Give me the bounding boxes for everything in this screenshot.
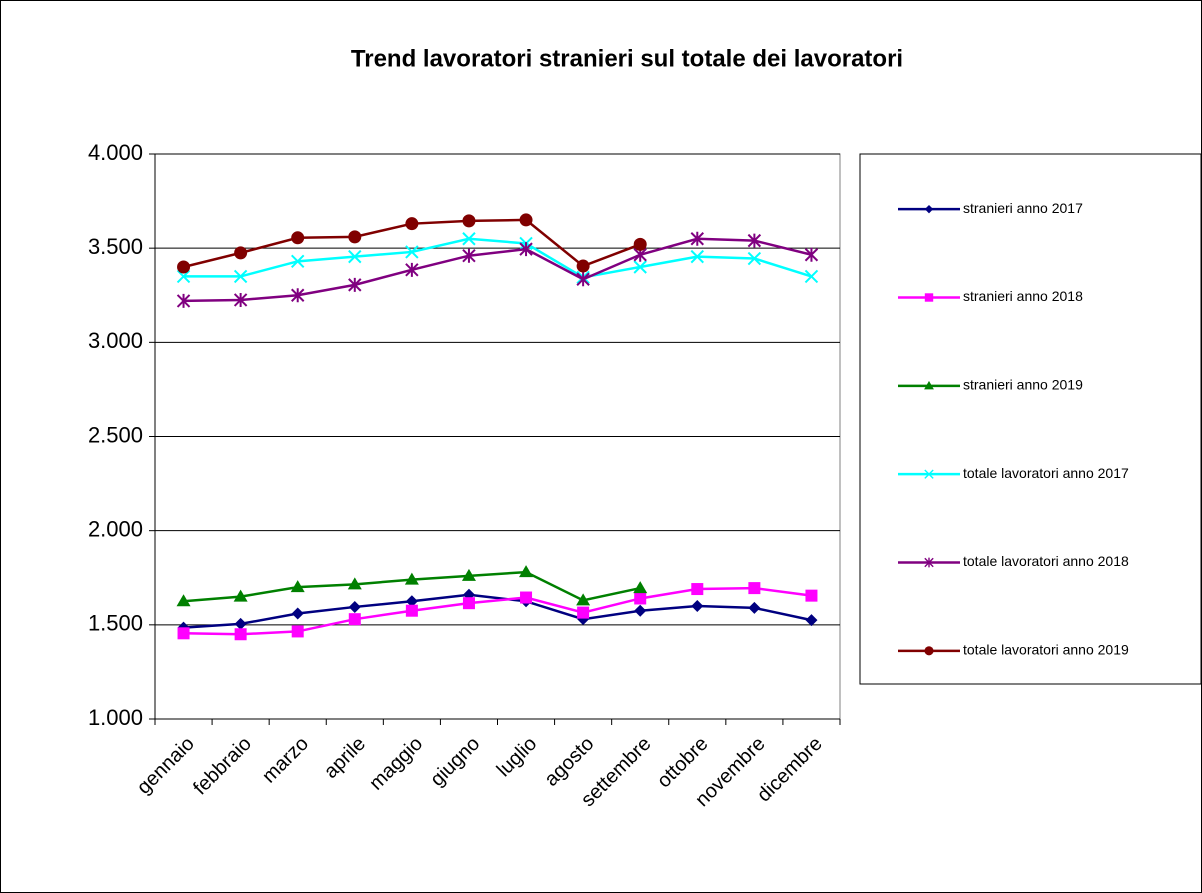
chart-title: Trend lavoratori stranieri sul totale de… — [351, 45, 903, 72]
data-point — [405, 262, 419, 277]
data-point — [405, 604, 418, 617]
data-point — [634, 592, 647, 605]
data-point — [291, 288, 305, 303]
legend-box — [859, 153, 1202, 685]
legend-label: totale lavoratori anno 2019 — [963, 642, 1129, 658]
legend-marker — [924, 204, 934, 214]
data-point — [348, 600, 361, 613]
data-point — [291, 231, 305, 245]
series-line — [183, 237, 812, 279]
data-point — [233, 589, 248, 602]
legend-marker — [924, 469, 934, 479]
data-point — [747, 251, 762, 266]
legend-marker — [924, 293, 934, 302]
series-line — [183, 593, 812, 629]
legend-label: totale lavoratori anno 2017 — [963, 465, 1129, 481]
data-point — [691, 600, 704, 612]
data-point — [576, 259, 590, 273]
legend-marker — [924, 646, 934, 656]
data-point — [405, 217, 419, 231]
data-point — [234, 246, 248, 260]
data-point — [462, 248, 476, 263]
data-point — [177, 260, 191, 274]
legend-label: stranieri anno 2017 — [963, 200, 1083, 216]
y-tick-label: 1.000 — [88, 705, 143, 730]
data-point — [291, 607, 304, 620]
legend-marker — [924, 380, 934, 390]
data-point — [234, 628, 247, 641]
y-tick-label: 2.500 — [88, 422, 143, 447]
data-point — [519, 565, 534, 578]
legend-marker — [924, 557, 934, 568]
y-tick-label: 3.000 — [88, 328, 143, 353]
data-point — [519, 213, 533, 227]
data-point — [691, 583, 704, 596]
data-point — [404, 572, 419, 585]
data-point — [176, 269, 191, 284]
data-point — [176, 293, 191, 308]
data-point — [633, 260, 647, 274]
data-point — [233, 269, 248, 284]
data-point — [576, 272, 590, 287]
data-point — [748, 582, 761, 595]
data-point — [576, 593, 591, 606]
y-tick-label: 4.000 — [88, 140, 143, 165]
data-point — [348, 249, 362, 264]
data-point — [520, 591, 533, 604]
data-point — [634, 604, 647, 617]
data-point — [233, 292, 248, 307]
legend-label: stranieri anno 2019 — [963, 377, 1083, 393]
data-point — [804, 247, 819, 262]
data-point — [690, 249, 704, 264]
y-tick-label: 3.500 — [88, 234, 143, 259]
legend-label: totale lavoratori anno 2018 — [963, 553, 1129, 569]
data-point — [405, 245, 419, 259]
data-point — [462, 214, 476, 228]
data-point — [577, 606, 590, 619]
legend-label: stranieri anno 2018 — [963, 288, 1083, 304]
series-line — [183, 237, 812, 303]
data-point — [462, 597, 475, 610]
data-point — [347, 577, 362, 590]
data-point — [405, 595, 418, 608]
data-point — [519, 242, 533, 257]
data-point — [234, 617, 247, 630]
data-point — [633, 237, 647, 251]
series-line — [183, 586, 812, 636]
data-point — [805, 589, 818, 602]
data-point — [462, 232, 476, 246]
data-point — [290, 580, 305, 593]
data-point — [348, 613, 361, 626]
data-point — [461, 568, 476, 581]
data-point — [690, 231, 704, 246]
data-point — [348, 277, 362, 292]
data-point — [177, 627, 190, 640]
data-point — [348, 230, 362, 244]
data-point — [176, 594, 191, 607]
data-point — [291, 625, 304, 638]
y-tick-label: 2.000 — [88, 516, 143, 541]
data-point — [805, 614, 818, 627]
data-point — [633, 581, 648, 594]
data-point — [804, 269, 819, 284]
data-point — [747, 233, 762, 248]
y-tick-label: 1.500 — [88, 611, 143, 636]
data-point — [291, 254, 305, 269]
data-point — [748, 601, 761, 614]
